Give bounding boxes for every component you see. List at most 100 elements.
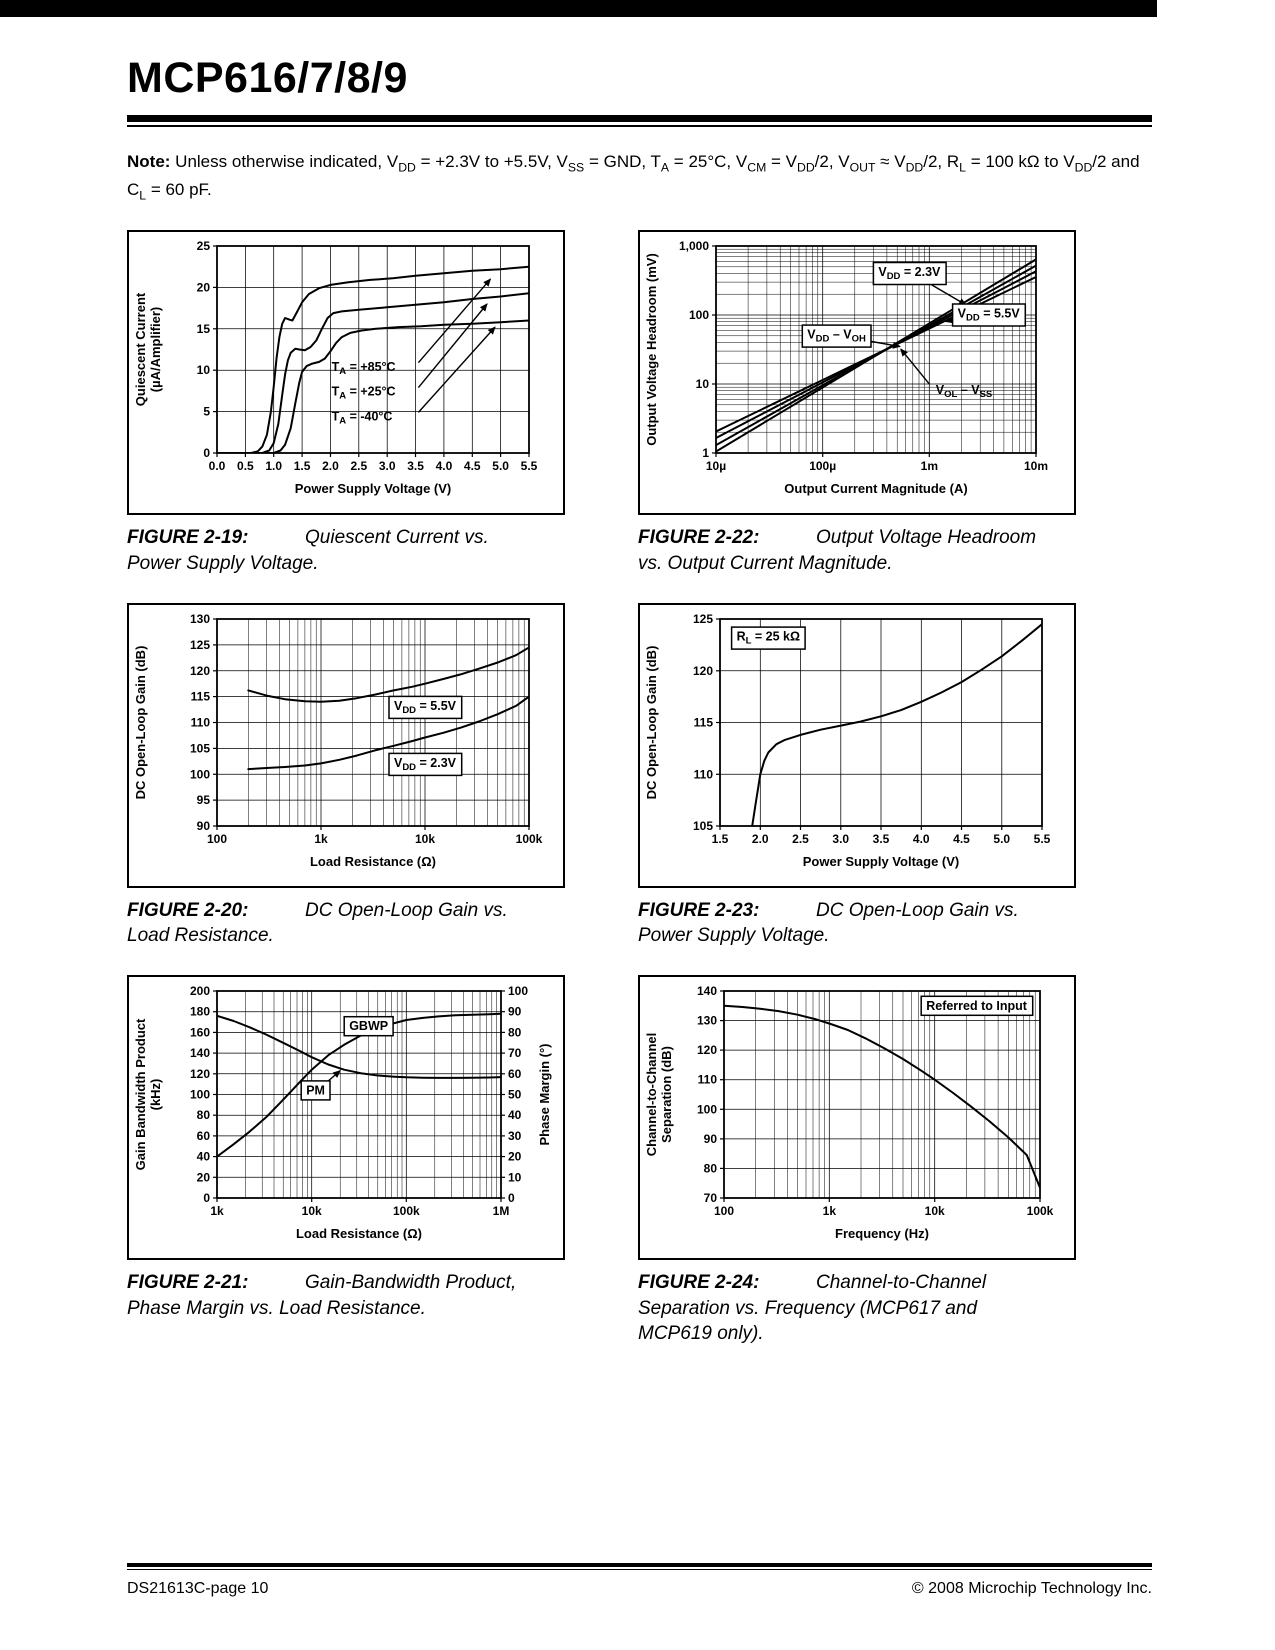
chart-box: 100 1k 10k 100k 90 95 100 105 110 115 120 125 130 Loa… bbox=[127, 602, 565, 888]
svg-text:10: 10 bbox=[696, 377, 710, 391]
svg-text:1k: 1k bbox=[314, 832, 328, 846]
figures-grid: 0.0 0.5 1.0 1.5 2.0 2.5 3.0 3.5 4.0 4.5 5.0 5.5 0 5 10… bbox=[127, 230, 1152, 1346]
svg-text:VDD = 5.5V: VDD = 5.5V bbox=[958, 307, 1021, 324]
figure-caption-label: FIGURE 2-21: bbox=[127, 1272, 249, 1294]
figure-caption-label: FIGURE 2-20: bbox=[127, 899, 249, 921]
svg-text:100: 100 bbox=[190, 767, 210, 781]
svg-text:VDD = 5.5V: VDD = 5.5V bbox=[394, 699, 457, 716]
svg-text:1k: 1k bbox=[823, 1204, 837, 1218]
chart-open-loop-gain-vs-load: 100 1k 10k 100k 90 95 100 105 110 115 120 125 130 Loa… bbox=[133, 612, 543, 869]
chart-box: 0.0 0.5 1.0 1.5 2.0 2.5 3.0 3.5 4.0 4.5 5.0 5.5 0 5 10… bbox=[127, 230, 565, 516]
footer-rule-thin bbox=[127, 1569, 1152, 1570]
figure-caption-label: FIGURE 2-24: bbox=[638, 1272, 760, 1294]
svg-text:VDD = 2.3V: VDD = 2.3V bbox=[878, 265, 941, 282]
svg-text:TA = +25°C: TA = +25°C bbox=[332, 385, 396, 402]
page-header: MCP616/7/8/9 bbox=[127, 54, 1152, 127]
svg-text:110: 110 bbox=[694, 767, 714, 781]
svg-text:120: 120 bbox=[697, 1043, 717, 1057]
page-content: MCP616/7/8/9 Note: Unless otherwise indi… bbox=[127, 54, 1152, 1346]
svg-text:100k: 100k bbox=[393, 1204, 420, 1218]
svg-text:1M: 1M bbox=[493, 1204, 510, 1218]
svg-text:40: 40 bbox=[508, 1108, 522, 1122]
svg-text:1.5: 1.5 bbox=[712, 832, 729, 846]
svg-text:1.0: 1.0 bbox=[265, 459, 282, 473]
svg-text:10µ: 10µ bbox=[706, 459, 726, 473]
svg-text:0: 0 bbox=[203, 1191, 210, 1205]
svg-text:GBWP: GBWP bbox=[349, 1019, 388, 1033]
svg-text:5: 5 bbox=[203, 405, 210, 419]
figure-caption: FIGURE 2-19: Quiescent Current vs. Power … bbox=[127, 525, 527, 576]
svg-text:3.5: 3.5 bbox=[873, 832, 890, 846]
footer-page-number: DS21613C-page 10 bbox=[127, 1580, 269, 1597]
svg-text:100: 100 bbox=[207, 832, 227, 846]
svg-text:50: 50 bbox=[508, 1088, 522, 1102]
svg-text:Load Resistance (Ω): Load Resistance (Ω) bbox=[310, 854, 436, 869]
chart-box: 1.5 2.0 2.5 3.0 3.5 4.0 4.5 5.0 5.5 105 110 115 120 1… bbox=[638, 602, 1076, 888]
figure-2-19: 0.0 0.5 1.0 1.5 2.0 2.5 3.0 3.5 4.0 4.5 5.0 5.5 0 5 10… bbox=[127, 230, 565, 576]
svg-text:110: 110 bbox=[191, 715, 211, 729]
svg-text:1.5: 1.5 bbox=[294, 459, 311, 473]
svg-text:100k: 100k bbox=[516, 832, 543, 846]
svg-text:115: 115 bbox=[191, 689, 211, 703]
svg-text:180: 180 bbox=[190, 1005, 210, 1019]
svg-text:40: 40 bbox=[197, 1150, 211, 1164]
svg-text:(µA/Amplifier): (µA/Amplifier) bbox=[148, 307, 163, 393]
svg-text:0.5: 0.5 bbox=[237, 459, 254, 473]
svg-text:0.0: 0.0 bbox=[209, 459, 226, 473]
figure-2-22: 10µ 100µ 1m 10m 1 10 100 1,000 Output Current Ma… bbox=[638, 230, 1076, 576]
svg-text:100: 100 bbox=[689, 308, 709, 322]
svg-text:130: 130 bbox=[190, 612, 210, 626]
svg-text:140: 140 bbox=[697, 984, 717, 998]
figure-caption-text: DC Open-Loop Gain vs. Power Supply Volta… bbox=[638, 899, 1019, 947]
svg-text:100µ: 100µ bbox=[809, 459, 836, 473]
svg-text:1: 1 bbox=[702, 446, 709, 460]
figure-caption: FIGURE 2-23: DC Open-Loop Gain vs. Power … bbox=[638, 898, 1038, 949]
figure-caption-text: Output Voltage Headroom vs. Output Curre… bbox=[638, 527, 1037, 575]
svg-text:4.0: 4.0 bbox=[436, 459, 453, 473]
svg-text:105: 105 bbox=[190, 741, 210, 755]
footer-rule-thick bbox=[127, 1563, 1152, 1567]
svg-text:2.5: 2.5 bbox=[350, 459, 367, 473]
svg-text:4.5: 4.5 bbox=[464, 459, 481, 473]
svg-text:0: 0 bbox=[508, 1191, 515, 1205]
chart-box: 1k 10k 100k 1M 0 20 40 60 80 100 120 140 160 180 200 0 1… bbox=[127, 975, 565, 1261]
svg-text:DC Open-Loop Gain (dB): DC Open-Loop Gain (dB) bbox=[644, 645, 659, 799]
svg-text:3.0: 3.0 bbox=[379, 459, 396, 473]
svg-text:130: 130 bbox=[697, 1014, 717, 1028]
header-rule-thick bbox=[127, 115, 1152, 122]
svg-text:0: 0 bbox=[203, 446, 210, 460]
figure-caption-text: DC Open-Loop Gain vs. Load Resistance. bbox=[127, 899, 508, 947]
svg-text:2.5: 2.5 bbox=[792, 832, 809, 846]
figure-2-23: 1.5 2.0 2.5 3.0 3.5 4.0 4.5 5.0 5.5 105 110 115 120 1… bbox=[638, 602, 1076, 949]
svg-text:5.0: 5.0 bbox=[492, 459, 509, 473]
svg-text:10k: 10k bbox=[415, 832, 435, 846]
note-label: Note: bbox=[127, 152, 171, 171]
svg-text:125: 125 bbox=[693, 612, 713, 626]
svg-text:30: 30 bbox=[508, 1129, 522, 1143]
figure-caption-label: FIGURE 2-22: bbox=[638, 527, 760, 549]
svg-text:100k: 100k bbox=[1027, 1204, 1054, 1218]
svg-text:DC Open-Loop Gain (dB): DC Open-Loop Gain (dB) bbox=[133, 645, 148, 799]
svg-text:15: 15 bbox=[197, 322, 211, 336]
svg-text:4.5: 4.5 bbox=[953, 832, 970, 846]
svg-text:1,000: 1,000 bbox=[679, 239, 709, 253]
figure-2-24: 100 1k 10k 100k 70 80 90 100 110 120 130 140 Frequen… bbox=[638, 975, 1076, 1347]
svg-text:100: 100 bbox=[714, 1204, 734, 1218]
svg-text:120: 120 bbox=[693, 664, 713, 678]
figure-caption-text: Channel-to-Channel Separation vs. Freque… bbox=[638, 1272, 987, 1345]
svg-text:125: 125 bbox=[190, 638, 210, 652]
svg-text:Separation (dB): Separation (dB) bbox=[659, 1046, 674, 1143]
svg-text:20: 20 bbox=[508, 1150, 522, 1164]
svg-text:80: 80 bbox=[508, 1025, 522, 1039]
svg-text:1m: 1m bbox=[921, 459, 938, 473]
svg-text:95: 95 bbox=[197, 793, 211, 807]
chart-open-loop-gain-vs-supply: 1.5 2.0 2.5 3.0 3.5 4.0 4.5 5.0 5.5 105 110 115 120 1… bbox=[644, 612, 1051, 869]
figure-caption: FIGURE 2-24: Channel-to-Channel Separatio… bbox=[638, 1270, 1038, 1347]
svg-text:2.0: 2.0 bbox=[752, 832, 769, 846]
svg-text:80: 80 bbox=[197, 1108, 211, 1122]
footer-row: DS21613C-page 10 © 2008 Microchip Techno… bbox=[127, 1580, 1152, 1598]
svg-text:VDD = 2.3V: VDD = 2.3V bbox=[394, 756, 457, 773]
svg-text:200: 200 bbox=[190, 984, 210, 998]
footer-copyright: © 2008 Microchip Technology Inc. bbox=[911, 1580, 1152, 1597]
